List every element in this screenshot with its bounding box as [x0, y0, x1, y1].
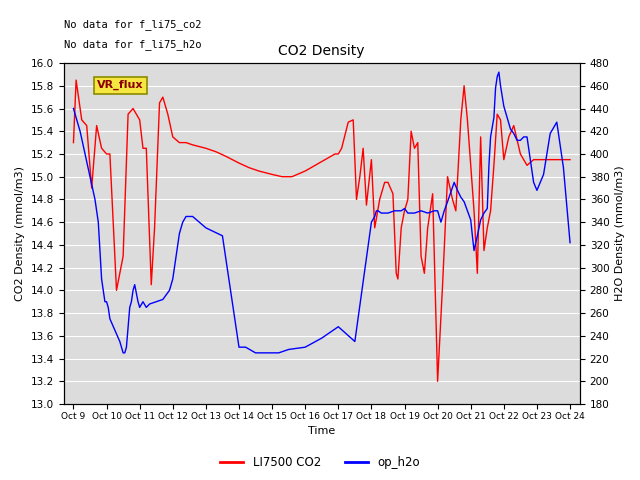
- op_h2o: [335, 324, 342, 330]
- op_h2o: [467, 217, 475, 223]
- op_h2o: [510, 131, 518, 136]
- Title: CO2 Density: CO2 Density: [278, 44, 365, 58]
- LI7500 CO2: [477, 134, 484, 140]
- LI7500 CO2: [132, 111, 140, 117]
- LI7500 CO2: [434, 378, 442, 384]
- LI7500 CO2: [483, 225, 491, 231]
- LI7500 CO2: [70, 140, 77, 145]
- Line: LI7500 CO2: LI7500 CO2: [74, 80, 570, 381]
- LI7500 CO2: [566, 157, 574, 163]
- LI7500 CO2: [72, 77, 80, 83]
- Legend: LI7500 CO2, op_h2o: LI7500 CO2, op_h2o: [215, 452, 425, 474]
- op_h2o: [119, 350, 127, 356]
- X-axis label: Time: Time: [308, 426, 335, 436]
- op_h2o: [495, 69, 502, 75]
- op_h2o: [70, 106, 77, 111]
- LI7500 CO2: [424, 225, 431, 231]
- Y-axis label: CO2 Density (mmol/m3): CO2 Density (mmol/m3): [15, 166, 25, 301]
- Y-axis label: H2O Density (mmol/m3): H2O Density (mmol/m3): [615, 166, 625, 301]
- Line: op_h2o: op_h2o: [74, 72, 570, 353]
- Text: VR_flux: VR_flux: [97, 80, 143, 90]
- op_h2o: [131, 282, 138, 288]
- Text: No data for f_li75_co2: No data for f_li75_co2: [63, 19, 201, 30]
- Text: No data for f_li75_h2o: No data for f_li75_h2o: [63, 39, 201, 50]
- op_h2o: [139, 299, 147, 305]
- op_h2o: [487, 134, 495, 140]
- LI7500 CO2: [222, 154, 230, 159]
- op_h2o: [566, 240, 574, 245]
- LI7500 CO2: [523, 162, 531, 168]
